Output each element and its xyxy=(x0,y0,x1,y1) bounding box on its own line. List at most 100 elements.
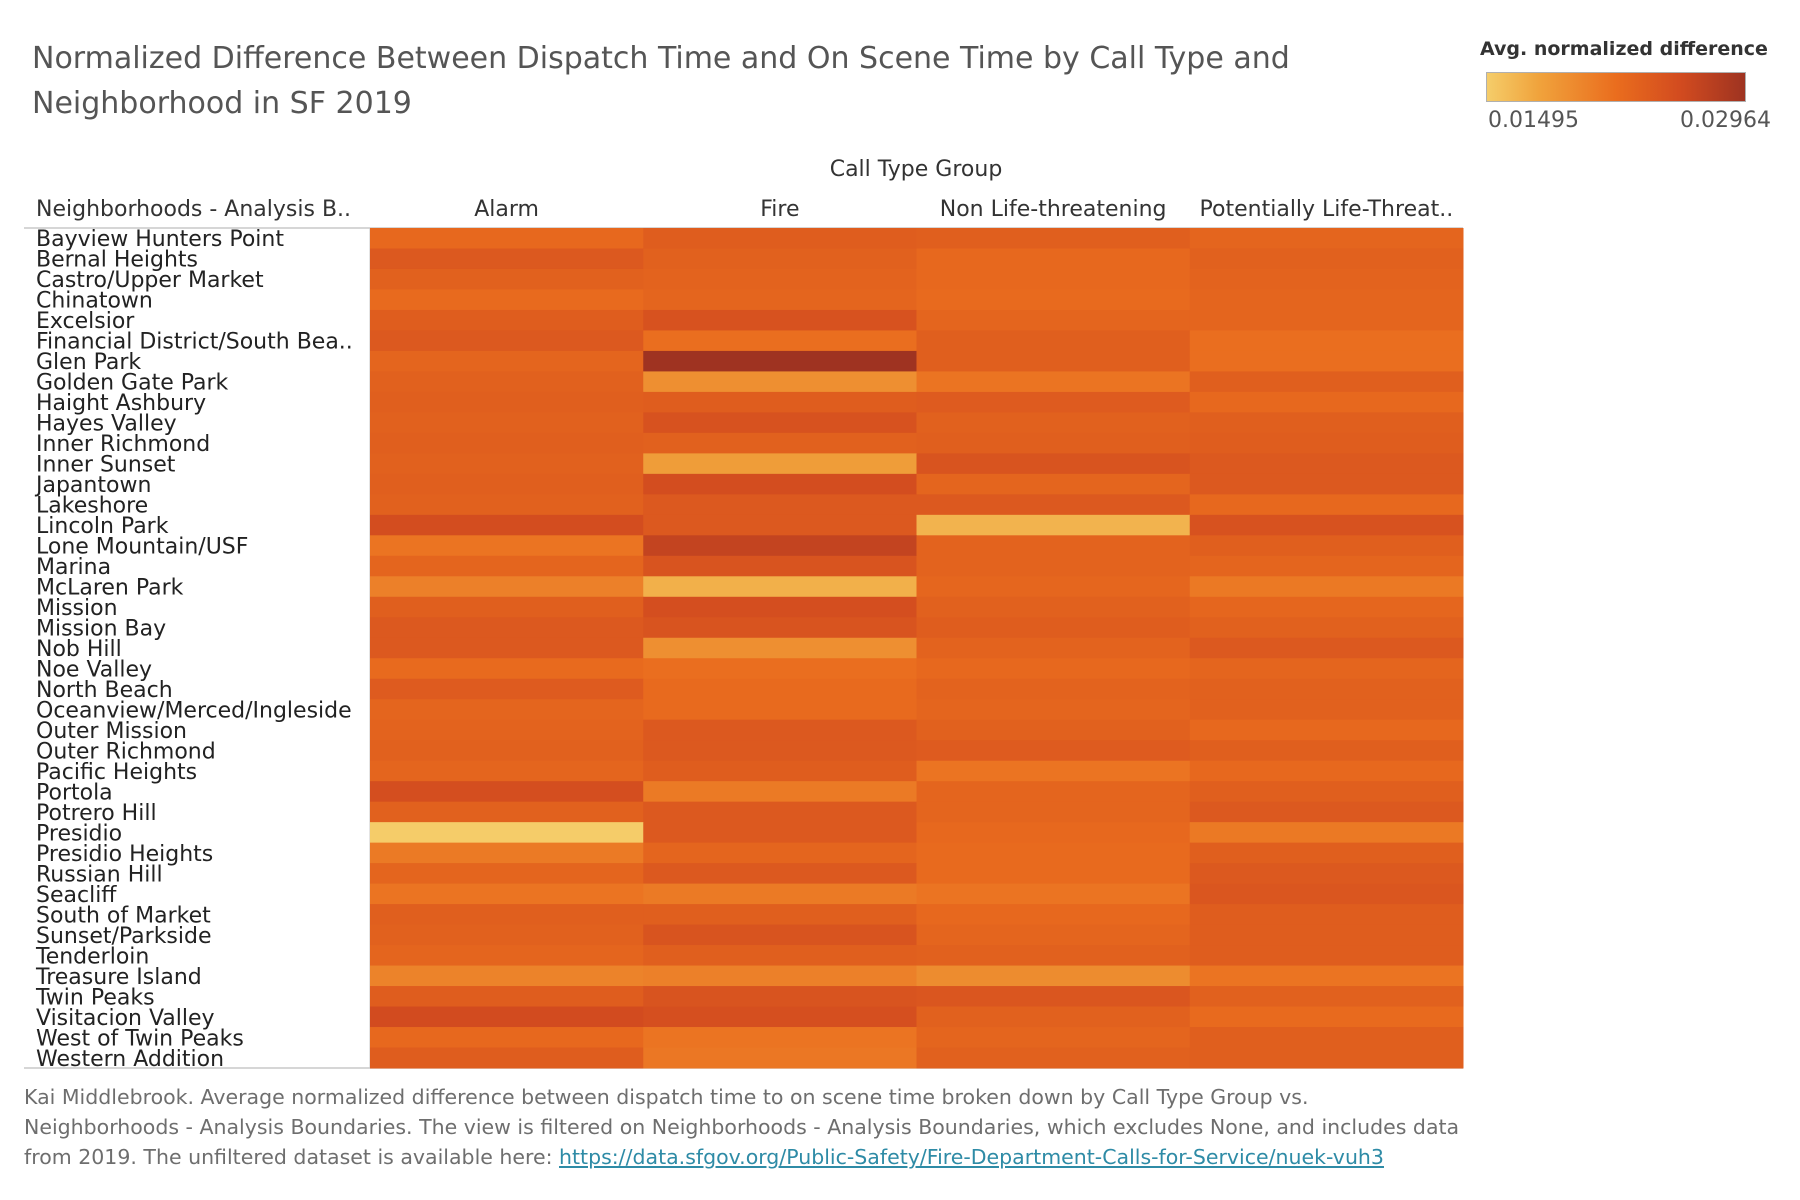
heatmap-cell[interactable] xyxy=(370,678,644,700)
heatmap-cell[interactable] xyxy=(643,412,917,434)
heatmap-cell[interactable] xyxy=(916,596,1191,618)
heatmap-cell[interactable] xyxy=(370,494,644,516)
heatmap-cell[interactable] xyxy=(370,822,644,844)
heatmap-cell[interactable] xyxy=(916,453,1191,475)
heatmap-cell[interactable] xyxy=(643,555,917,577)
heatmap-cell[interactable] xyxy=(1189,904,1464,926)
heatmap-cell[interactable] xyxy=(370,248,644,270)
heatmap-cell[interactable] xyxy=(643,432,917,454)
heatmap-cell[interactable] xyxy=(643,863,917,885)
heatmap-cell[interactable] xyxy=(916,740,1191,762)
heatmap-cell[interactable] xyxy=(370,350,644,372)
heatmap-cell[interactable] xyxy=(643,1047,917,1069)
heatmap-cell[interactable] xyxy=(370,924,644,946)
heatmap-cell[interactable] xyxy=(1189,1047,1464,1069)
heatmap-cell[interactable] xyxy=(916,637,1191,659)
heatmap-cell[interactable] xyxy=(370,699,644,721)
heatmap-cell[interactable] xyxy=(1189,330,1464,352)
heatmap-cell[interactable] xyxy=(643,494,917,516)
heatmap-cell[interactable] xyxy=(370,617,644,639)
heatmap-cell[interactable] xyxy=(370,596,644,618)
heatmap-cell[interactable] xyxy=(643,289,917,311)
heatmap-cell[interactable] xyxy=(370,576,644,598)
heatmap-cell[interactable] xyxy=(1189,494,1464,516)
heatmap-cell[interactable] xyxy=(370,268,644,290)
heatmap-cell[interactable] xyxy=(643,330,917,352)
heatmap-cell[interactable] xyxy=(643,1027,917,1049)
heatmap-cell[interactable] xyxy=(370,1047,644,1069)
heatmap-cell[interactable] xyxy=(1189,1027,1464,1049)
heatmap-cell[interactable] xyxy=(1189,986,1464,1008)
heatmap-cell[interactable] xyxy=(1189,760,1464,782)
heatmap-cell[interactable] xyxy=(643,883,917,905)
heatmap-cell[interactable] xyxy=(370,555,644,577)
heatmap-cell[interactable] xyxy=(370,535,644,557)
heatmap-cell[interactable] xyxy=(370,801,644,823)
heatmap-cell[interactable] xyxy=(643,781,917,803)
heatmap-cell[interactable] xyxy=(1189,350,1464,372)
heatmap-cell[interactable] xyxy=(643,576,917,598)
heatmap-cell[interactable] xyxy=(1189,719,1464,741)
heatmap-cell[interactable] xyxy=(643,350,917,372)
heatmap-cell[interactable] xyxy=(370,842,644,864)
heatmap-cell[interactable] xyxy=(370,719,644,741)
heatmap-cell[interactable] xyxy=(1189,1006,1464,1028)
heatmap-cell[interactable] xyxy=(370,883,644,905)
heatmap-cell[interactable] xyxy=(643,248,917,270)
heatmap-cell[interactable] xyxy=(1189,453,1464,475)
heatmap-cell[interactable] xyxy=(643,965,917,987)
heatmap-cell[interactable] xyxy=(370,473,644,495)
heatmap-cell[interactable] xyxy=(370,945,644,967)
heatmap-cell[interactable] xyxy=(643,228,917,249)
heatmap-cell[interactable] xyxy=(916,965,1191,987)
heatmap-cell[interactable] xyxy=(370,309,644,331)
heatmap-cell[interactable] xyxy=(370,228,644,249)
heatmap-cell[interactable] xyxy=(916,842,1191,864)
heatmap-cell[interactable] xyxy=(1189,617,1464,639)
heatmap-cell[interactable] xyxy=(916,289,1191,311)
heatmap-cell[interactable] xyxy=(370,863,644,885)
heatmap-cell[interactable] xyxy=(1189,514,1464,536)
heatmap-cell[interactable] xyxy=(370,760,644,782)
heatmap-cell[interactable] xyxy=(370,986,644,1008)
heatmap-cell[interactable] xyxy=(370,330,644,352)
heatmap-cell[interactable] xyxy=(1189,822,1464,844)
heatmap-cell[interactable] xyxy=(1189,781,1464,803)
heatmap-cell[interactable] xyxy=(1189,637,1464,659)
heatmap-cell[interactable] xyxy=(643,719,917,741)
heatmap-cell[interactable] xyxy=(916,391,1191,413)
heatmap-cell[interactable] xyxy=(643,514,917,536)
heatmap-cell[interactable] xyxy=(1189,863,1464,885)
heatmap-cell[interactable] xyxy=(643,678,917,700)
heatmap-cell[interactable] xyxy=(1189,248,1464,270)
heatmap-cell[interactable] xyxy=(916,699,1191,721)
heatmap-cell[interactable] xyxy=(916,473,1191,495)
heatmap-cell[interactable] xyxy=(916,514,1191,536)
heatmap-cell[interactable] xyxy=(916,1047,1191,1069)
heatmap-cell[interactable] xyxy=(643,822,917,844)
heatmap-cell[interactable] xyxy=(1189,924,1464,946)
heatmap-cell[interactable] xyxy=(916,863,1191,885)
heatmap-cell[interactable] xyxy=(916,617,1191,639)
heatmap-cell[interactable] xyxy=(1189,473,1464,495)
heatmap-cell[interactable] xyxy=(916,678,1191,700)
heatmap-cell[interactable] xyxy=(1189,883,1464,905)
heatmap-cell[interactable] xyxy=(916,309,1191,331)
heatmap-cell[interactable] xyxy=(370,412,644,434)
heatmap-cell[interactable] xyxy=(916,781,1191,803)
heatmap-cell[interactable] xyxy=(370,1027,644,1049)
heatmap-cell[interactable] xyxy=(916,350,1191,372)
heatmap-cell[interactable] xyxy=(370,514,644,536)
heatmap-cell[interactable] xyxy=(916,924,1191,946)
heatmap-cell[interactable] xyxy=(1189,228,1464,249)
heatmap-cell[interactable] xyxy=(643,309,917,331)
heatmap-cell[interactable] xyxy=(370,432,644,454)
heatmap-cell[interactable] xyxy=(643,371,917,393)
heatmap-cell[interactable] xyxy=(370,391,644,413)
heatmap-cell[interactable] xyxy=(1189,740,1464,762)
heatmap-cell[interactable] xyxy=(643,637,917,659)
heatmap-cell[interactable] xyxy=(1189,555,1464,577)
heatmap-cell[interactable] xyxy=(370,740,644,762)
heatmap-cell[interactable] xyxy=(916,883,1191,905)
heatmap-cell[interactable] xyxy=(916,719,1191,741)
